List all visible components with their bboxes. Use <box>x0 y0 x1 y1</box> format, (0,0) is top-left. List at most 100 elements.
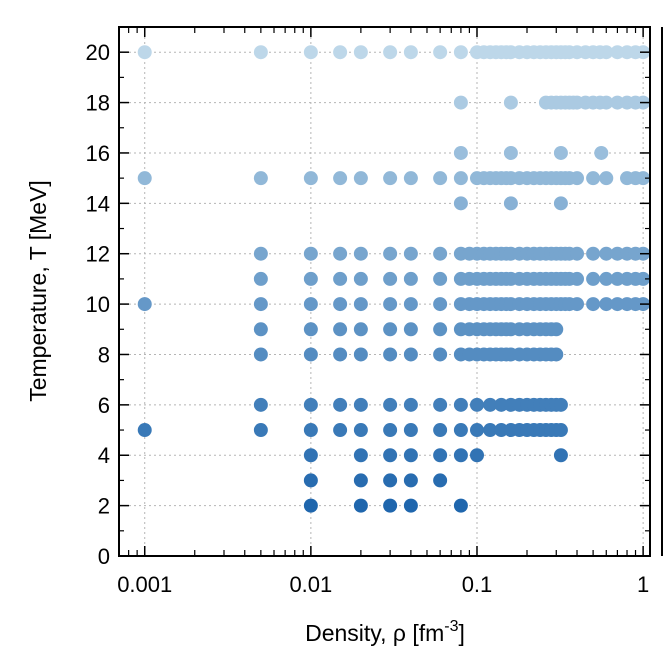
data-point <box>383 473 398 488</box>
data-point <box>383 423 398 438</box>
data-point <box>553 448 568 463</box>
data-point <box>303 297 318 312</box>
data-point <box>353 347 368 362</box>
data-point <box>433 246 448 261</box>
data-point <box>333 45 348 60</box>
data-point <box>353 246 368 261</box>
data-point <box>483 423 498 438</box>
data-point <box>586 271 601 286</box>
data-point <box>503 95 518 110</box>
data-point <box>253 347 268 362</box>
y-tick-labels: 0 2 4 6 8 10 12 14 16 18 20 <box>86 40 110 569</box>
x-tick-labels: 0.001 0.01 0.1 1 <box>117 572 649 597</box>
data-point <box>599 45 614 60</box>
data-point <box>549 347 564 362</box>
axis-ticks <box>118 27 650 557</box>
data-point <box>303 498 318 513</box>
data-point <box>353 171 368 186</box>
x-axis-title-exponent: -3 <box>444 618 458 635</box>
x-tick-label: 0.001 <box>117 572 172 597</box>
data-point <box>403 448 418 463</box>
data-point <box>469 448 484 463</box>
data-point <box>383 347 398 362</box>
data-point <box>570 171 585 186</box>
data-point <box>353 423 368 438</box>
data-point <box>303 45 318 60</box>
data-point <box>433 297 448 312</box>
data-point <box>453 196 468 211</box>
x-axis-title: Density, ρ [fm-3] <box>305 618 465 646</box>
y-tick-label: 12 <box>86 242 110 267</box>
data-point <box>610 246 625 261</box>
data-point <box>453 95 468 110</box>
y-tick-label: 4 <box>98 443 110 468</box>
data-point <box>469 423 484 438</box>
data-point <box>610 95 625 110</box>
data-point <box>549 322 564 337</box>
data-point <box>503 196 518 211</box>
data-point <box>383 498 398 513</box>
data-point <box>303 448 318 463</box>
data-point <box>453 145 468 160</box>
data-point <box>433 448 448 463</box>
data-point <box>553 196 568 211</box>
data-point <box>403 397 418 412</box>
data-point <box>253 171 268 186</box>
data-point <box>333 322 348 337</box>
data-point <box>353 397 368 412</box>
data-point <box>383 246 398 261</box>
x-axis-title-main: Density, ρ [fm <box>305 620 444 646</box>
data-point <box>253 397 268 412</box>
y-tick-label: 8 <box>98 342 110 367</box>
data-point <box>403 322 418 337</box>
y-tick-label: 16 <box>86 141 110 166</box>
y-tick-label: 10 <box>86 292 110 317</box>
data-point <box>303 322 318 337</box>
data-point <box>137 423 152 438</box>
data-point <box>253 297 268 312</box>
data-point <box>553 397 568 412</box>
data-point <box>383 397 398 412</box>
data-point <box>599 297 614 312</box>
data-point <box>553 145 568 160</box>
data-point <box>303 171 318 186</box>
data-point <box>253 271 268 286</box>
data-point <box>403 498 418 513</box>
data-point <box>403 297 418 312</box>
data-point <box>494 423 509 438</box>
data-point <box>433 171 448 186</box>
data-point <box>610 271 625 286</box>
data-point <box>353 473 368 488</box>
data-point <box>353 498 368 513</box>
y-axis-title: Temperature, T [MeV] <box>25 180 51 402</box>
data-point <box>383 171 398 186</box>
data-point <box>586 171 601 186</box>
data-point <box>599 171 614 186</box>
data-point <box>433 322 448 337</box>
data-point <box>303 347 318 362</box>
data-point <box>353 448 368 463</box>
data-point <box>353 271 368 286</box>
data-point <box>383 297 398 312</box>
data-point <box>333 246 348 261</box>
data-point <box>253 45 268 60</box>
data-point <box>433 473 448 488</box>
data-points <box>137 45 651 513</box>
data-point <box>494 397 509 412</box>
x-tick-label: 0.1 <box>462 572 493 597</box>
plot-frame <box>118 26 651 557</box>
data-point <box>636 271 651 286</box>
data-point <box>353 45 368 60</box>
data-point <box>333 271 348 286</box>
data-point <box>137 171 152 186</box>
data-point <box>453 171 468 186</box>
data-point <box>586 246 601 261</box>
data-point <box>453 397 468 412</box>
y-tick-label: 14 <box>86 191 110 216</box>
data-point <box>433 397 448 412</box>
data-point <box>570 246 585 261</box>
data-point <box>303 423 318 438</box>
data-point <box>253 322 268 337</box>
y-tick-label: 0 <box>98 544 110 569</box>
